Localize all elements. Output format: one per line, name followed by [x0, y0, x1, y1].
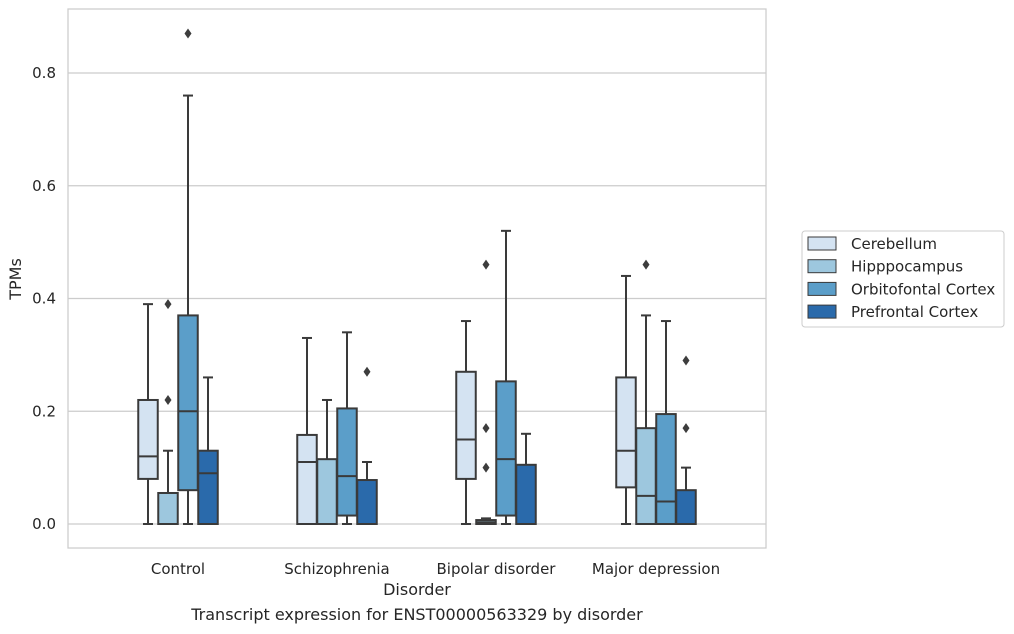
box-orbitofontal-cortex — [655, 320, 677, 526]
box-prefrontal-cortex — [515, 432, 537, 525]
box-hipppocampus — [635, 259, 657, 526]
legend-swatch — [807, 281, 837, 296]
legend-label: Cerebellum — [851, 235, 937, 253]
outlier-point — [642, 259, 650, 270]
x-axis-label: Disorder — [383, 580, 451, 599]
legend-swatch — [807, 236, 837, 251]
legend-swatch — [807, 304, 837, 319]
box-hipppocampus — [475, 259, 497, 526]
x-tick-labels: Control Schizophrenia Bipolar disorder Majo… — [151, 560, 720, 578]
y-tick-label: 0.6 — [32, 177, 56, 195]
y-axis-label: TPMs — [6, 258, 25, 301]
legend-items: Cerebellum Hipppocampus Orbitofontal Corte… — [807, 235, 995, 321]
box-iqr — [177, 314, 199, 492]
x-tick-label: Control — [151, 560, 205, 578]
box-iqr — [137, 398, 159, 480]
box-prefrontal-cortex — [197, 376, 219, 525]
box-orbitofontal-cortex — [336, 331, 358, 525]
outlier-point — [363, 366, 371, 377]
y-tick-labels: 0.0 0.2 0.4 0.6 0.8 — [32, 64, 56, 533]
box-prefrontal-cortex — [675, 355, 697, 525]
y-tick-label: 0.4 — [32, 290, 56, 308]
x-tick-label: Bipolar disorder — [437, 560, 557, 578]
box-hipppocampus — [157, 299, 179, 525]
legend-label: Hipppocampus — [851, 258, 963, 276]
box-iqr — [157, 491, 179, 525]
box-cerebellum — [455, 320, 477, 525]
legend-label: Orbitofontal Cortex — [851, 280, 995, 298]
outlier-point — [164, 394, 172, 405]
outlier-point — [184, 28, 192, 39]
figure-caption: Transcript expression for ENST0000056332… — [191, 605, 643, 624]
legend: Cerebellum Hipppocampus Orbitofontal Corte… — [801, 230, 1005, 328]
box-iqr — [515, 463, 537, 525]
box-iqr — [615, 376, 637, 489]
box-hipppocampus — [316, 398, 338, 526]
box-orbitofontal-cortex — [177, 28, 199, 525]
box-iqr — [675, 489, 697, 525]
outlier-point — [682, 355, 690, 366]
box-iqr — [455, 370, 477, 480]
box-iqr — [495, 380, 517, 517]
outlier-point — [682, 423, 690, 434]
x-tick-label: Schizophrenia — [284, 560, 389, 578]
box-prefrontal-cortex — [356, 366, 378, 525]
outlier-point — [482, 423, 490, 434]
legend-label: Prefrontal Cortex — [851, 303, 978, 321]
box-orbitofontal-cortex — [495, 229, 517, 525]
legend-frame — [801, 230, 1005, 328]
box-cerebellum — [296, 336, 318, 525]
y-tick-label: 0.0 — [32, 515, 56, 533]
box-layer — [137, 28, 697, 526]
box-iqr — [296, 433, 318, 525]
y-tick-label: 0.8 — [32, 64, 56, 82]
box-iqr — [336, 407, 358, 517]
box-iqr — [356, 479, 378, 525]
box-iqr — [635, 427, 657, 526]
box-iqr — [316, 458, 338, 526]
outlier-point — [482, 259, 490, 270]
legend-swatch — [807, 259, 837, 274]
outlier-point — [482, 462, 490, 473]
plot-frame — [67, 8, 767, 549]
box-cerebellum — [615, 274, 637, 525]
y-tick-label: 0.2 — [32, 402, 56, 420]
box-iqr — [197, 449, 219, 525]
box-iqr — [655, 413, 677, 526]
outlier-point — [164, 299, 172, 310]
x-tick-label: Major depression — [592, 560, 720, 578]
box-cerebellum — [137, 303, 159, 525]
